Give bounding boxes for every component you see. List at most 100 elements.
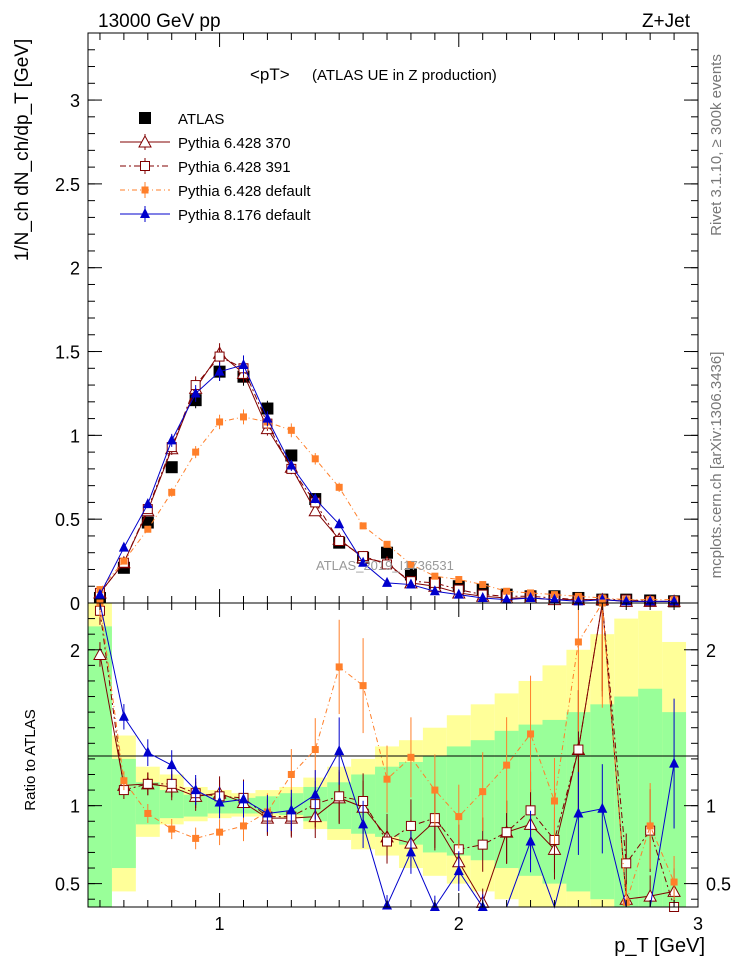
main-data-point bbox=[165, 461, 178, 474]
ratio-data-point bbox=[216, 828, 224, 836]
main-data-point bbox=[479, 581, 487, 589]
main-data-point bbox=[334, 535, 345, 546]
main-series-4 bbox=[94, 355, 680, 606]
main-data-point bbox=[166, 434, 177, 445]
ratio-data-point bbox=[597, 802, 608, 813]
main-data-point bbox=[190, 387, 201, 398]
main-ytick-label: 3 bbox=[70, 91, 80, 111]
ratio-band-inner bbox=[135, 782, 160, 825]
ratio-data-point bbox=[142, 778, 153, 789]
main-data-point bbox=[359, 522, 367, 530]
main-data-point bbox=[311, 455, 319, 463]
ratio-data-point bbox=[287, 770, 295, 778]
legend-entry: Pythia 8.176 default bbox=[120, 206, 311, 224]
main-data-point bbox=[549, 593, 560, 604]
ratio-data-point bbox=[501, 827, 512, 838]
ratio-data-point bbox=[214, 796, 225, 807]
ratio-data-point bbox=[335, 663, 343, 671]
main-ylabel: 1/N_ch dN_ch/dp_T [GeV] bbox=[12, 39, 33, 262]
ratio-data-point bbox=[574, 638, 582, 646]
ratio-data-point bbox=[142, 746, 153, 757]
ratio-data-point bbox=[262, 807, 273, 818]
ratio-data-point bbox=[166, 778, 177, 789]
main-data-point bbox=[262, 412, 273, 423]
ratio-data-point bbox=[405, 846, 416, 857]
main-ytick-label: 2.5 bbox=[55, 175, 80, 195]
ratio-data-point bbox=[621, 858, 632, 869]
ratio-xtick-label: 3 bbox=[693, 914, 703, 934]
ratio-data-point bbox=[192, 834, 200, 842]
ratio-data-point bbox=[120, 777, 128, 785]
main-data-point bbox=[286, 459, 297, 470]
ratio-data-point bbox=[118, 710, 129, 721]
main-data-point bbox=[335, 483, 343, 491]
ratio-data-point bbox=[311, 746, 319, 754]
main-data-point bbox=[118, 541, 129, 552]
energy-label: 13000 GeV pp bbox=[98, 11, 221, 32]
legend-marker bbox=[139, 112, 151, 124]
ratio-data-point bbox=[670, 878, 678, 886]
ratio-ylabel: Ratio to ATLAS bbox=[22, 709, 39, 810]
ratio-data-point bbox=[144, 809, 152, 817]
legend-entry: Pythia 6.428 391 bbox=[120, 158, 291, 176]
ratio-band-inner bbox=[111, 758, 136, 869]
ratio-data-point bbox=[503, 761, 511, 769]
ratio-data-point bbox=[190, 784, 201, 795]
main-data-point bbox=[405, 578, 416, 589]
legend-label: Pythia 6.428 391 bbox=[178, 159, 291, 176]
mcplots-label: mcplots.cern.ch [arXiv:1306.3436] bbox=[708, 352, 725, 579]
legend-label: ATLAS bbox=[178, 111, 224, 128]
ratio-data-point bbox=[334, 791, 345, 802]
ratio-data-point bbox=[477, 839, 488, 850]
main-data-point bbox=[431, 572, 439, 580]
main-data-point bbox=[381, 546, 394, 559]
main-data-point bbox=[407, 560, 415, 568]
main-data-point bbox=[141, 516, 154, 529]
main-data-point bbox=[455, 576, 463, 584]
main-data-point bbox=[453, 588, 464, 599]
main-subtitle: (ATLAS UE in Z production) bbox=[312, 67, 497, 84]
watermark: ATLAS_2019_I1736531 bbox=[316, 558, 454, 573]
ratio-xlabel: p_T [GeV] bbox=[614, 935, 705, 957]
legend-label: Pythia 8.176 default bbox=[178, 207, 311, 224]
legend-marker bbox=[140, 161, 150, 171]
main-data-point bbox=[238, 358, 249, 369]
ratio-data-point bbox=[166, 759, 177, 770]
main-data-point bbox=[214, 351, 225, 362]
ratio-data-point bbox=[479, 788, 487, 796]
main-series-3 bbox=[96, 409, 678, 604]
main-data-point bbox=[501, 593, 512, 604]
ratio-data-point bbox=[93, 647, 107, 660]
main-data-point bbox=[382, 576, 393, 587]
ratio-xtick-label: 2 bbox=[454, 914, 464, 934]
ratio-data-point bbox=[407, 753, 415, 761]
main-data-point bbox=[382, 559, 393, 570]
ratio-ytick-label-right: 2 bbox=[706, 641, 716, 661]
ratio-data-point bbox=[383, 775, 391, 783]
ratio-data-point bbox=[168, 825, 176, 833]
legend-marker bbox=[140, 208, 150, 218]
ratio-data-point bbox=[358, 818, 369, 829]
ratio-data-point bbox=[550, 797, 558, 805]
main-data-point bbox=[239, 413, 247, 421]
ratio-data-point bbox=[455, 813, 463, 821]
main-ytick-label: 2 bbox=[70, 259, 80, 279]
ratio-data-point bbox=[646, 822, 654, 830]
ratio-data-point bbox=[525, 835, 536, 846]
main-data-point bbox=[287, 426, 295, 434]
main-data-point bbox=[334, 518, 345, 529]
ratio-axis-ticks: 0.5 0.5 1 1 2 2 1 2 3 bbox=[55, 603, 731, 934]
main-data-point bbox=[214, 365, 225, 376]
ratio-ytick-label: 1 bbox=[70, 797, 80, 817]
main-data-point bbox=[285, 449, 298, 462]
ratio-data-point bbox=[573, 744, 584, 755]
legend-entry: Pythia 6.428 default bbox=[120, 182, 311, 200]
ratio-data-point bbox=[238, 793, 249, 804]
legend-label: Pythia 6.428 370 bbox=[178, 135, 291, 152]
main-ytick-label: 1 bbox=[70, 426, 80, 446]
main-ytick-label: 1.5 bbox=[55, 343, 80, 363]
main-data-point bbox=[192, 448, 200, 456]
ratio-ytick-label: 0.5 bbox=[55, 875, 80, 895]
ratio-band-inner bbox=[614, 696, 639, 907]
